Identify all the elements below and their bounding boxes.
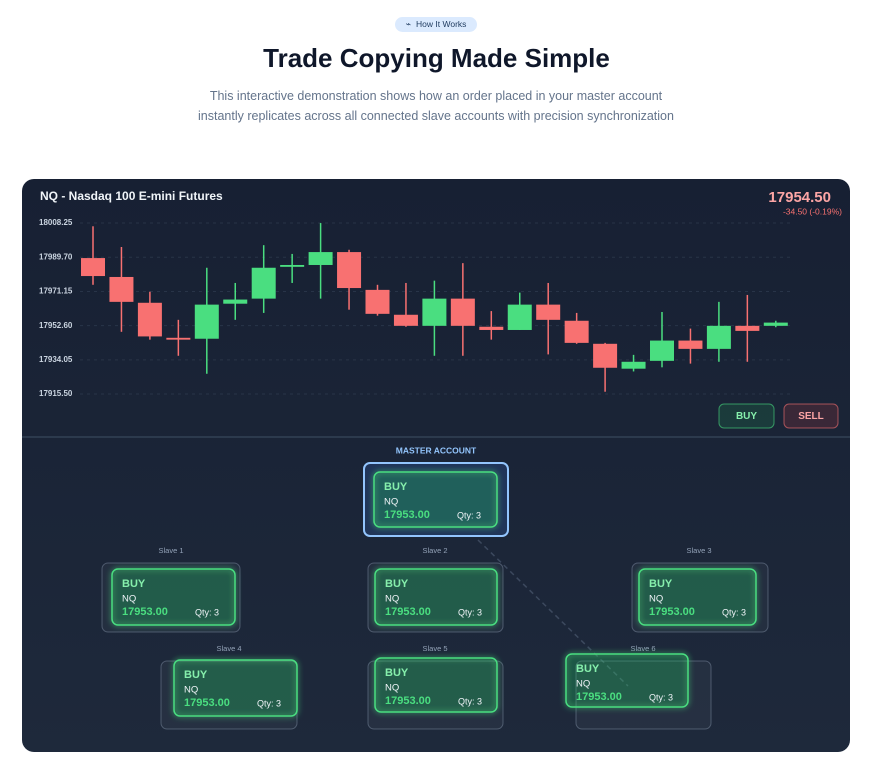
candle-body (393, 314, 418, 326)
slave-label: Slave 6 (630, 644, 655, 653)
slave-label: Slave 3 (686, 546, 711, 555)
order-qty: Qty: 3 (458, 696, 482, 706)
order-side: BUY (384, 481, 408, 493)
candle-body (593, 343, 618, 368)
subtitle: This interactive demonstration shows how… (198, 89, 674, 123)
order-price: 17953.00 (385, 695, 431, 707)
order-qty: Qty: 3 (722, 607, 746, 617)
y-tick-label: 17952.60 (39, 321, 73, 330)
order-symbol: NQ (385, 594, 399, 605)
order-card (374, 568, 498, 626)
order-price: 17953.00 (649, 606, 695, 618)
order-qty: Qty: 3 (458, 607, 482, 617)
order-card (565, 653, 689, 708)
order-side: BUY (385, 578, 409, 590)
candle-body (223, 299, 248, 304)
title: Trade Copying Made Simple (263, 43, 610, 73)
order-qty: Qty: 3 (457, 510, 481, 520)
candle-body (337, 252, 362, 289)
candle-body (81, 258, 105, 277)
order-qty: Qty: 3 (649, 692, 673, 702)
candle-body (365, 289, 390, 314)
order-symbol: NQ (385, 683, 399, 694)
order-side: BUY (385, 667, 409, 679)
y-tick-label: 18008.25 (39, 218, 73, 227)
candle-body (479, 326, 504, 330)
order-qty: Qty: 3 (195, 607, 219, 617)
candle-body (706, 325, 731, 349)
candle-body (422, 298, 447, 326)
candle-body (536, 304, 561, 320)
order-side: BUY (576, 663, 600, 675)
candle-body (621, 361, 646, 369)
slave-label: Slave 5 (422, 644, 447, 653)
candle-body (650, 340, 674, 361)
buy-button-label[interactable]: BUY (736, 411, 757, 422)
y-tick-label: 17934.05 (39, 355, 73, 364)
order-side: BUY (122, 578, 146, 590)
slave-label: Slave 4 (216, 644, 241, 653)
order-price: 17953.00 (122, 606, 168, 618)
order-side: BUY (649, 578, 673, 590)
badge-text: How It Works (416, 19, 467, 29)
sell-button-label[interactable]: SELL (798, 411, 824, 422)
slave-label: Slave 2 (422, 546, 447, 555)
candle-body (308, 252, 333, 265)
sell-button[interactable] (783, 403, 839, 429)
order-price: 17953.00 (576, 691, 622, 703)
order-card (373, 471, 498, 528)
order-card (173, 659, 298, 717)
order-symbol: NQ (384, 497, 398, 508)
order-card (638, 568, 757, 626)
candle-body (137, 302, 162, 337)
candle-body (194, 304, 219, 339)
order-price: 17953.00 (385, 606, 431, 618)
y-tick-label: 17915.50 (39, 389, 73, 398)
badge: ⌁ How It Works (395, 17, 477, 32)
candle-body (763, 322, 788, 326)
last-price: 17954.50 (768, 189, 831, 206)
order-qty: Qty: 3 (257, 698, 281, 708)
order-symbol: NQ (122, 594, 136, 605)
order-symbol: NQ (649, 594, 663, 605)
candle-body (166, 337, 191, 340)
y-tick-label: 17989.70 (39, 252, 73, 261)
order-card (111, 568, 236, 626)
candle-body (564, 320, 589, 343)
candle-body (109, 276, 134, 302)
order-side: BUY (184, 669, 208, 681)
candle-body (450, 298, 475, 326)
master-label: MASTER ACCOUNT (396, 445, 477, 455)
candle-body (280, 264, 305, 267)
chart-title: NQ - Nasdaq 100 E-mini Futures (40, 189, 223, 203)
order-price: 17953.00 (184, 697, 230, 709)
order-symbol: NQ (184, 685, 198, 696)
candle-body (735, 325, 760, 331)
candle-body (507, 304, 532, 330)
candle-body (251, 267, 276, 299)
order-symbol: NQ (576, 679, 590, 690)
candle-body (678, 340, 703, 349)
order-price: 17953.00 (384, 509, 430, 521)
order-card (374, 657, 498, 713)
y-tick-label: 17971.15 (39, 287, 73, 296)
slave-label: Slave 1 (158, 546, 183, 555)
price-change: -34.50 (-0.19%) (783, 206, 842, 216)
buy-button[interactable] (718, 403, 775, 429)
